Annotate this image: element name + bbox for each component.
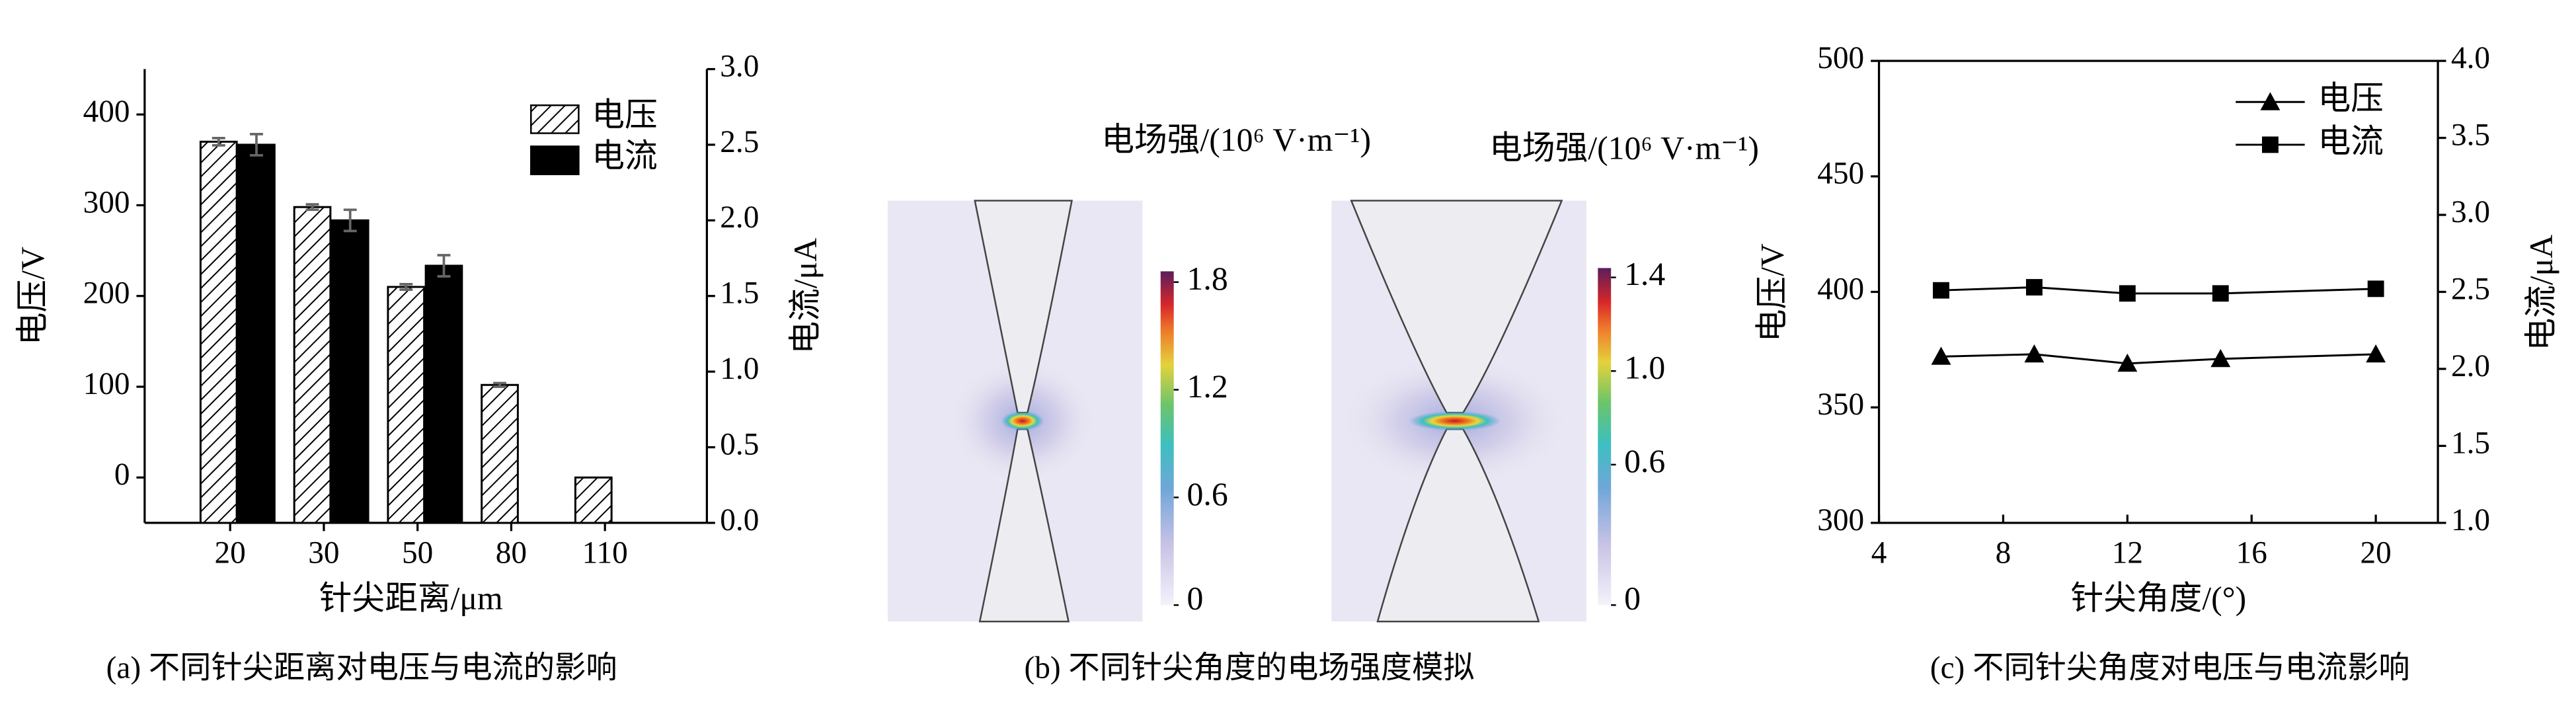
simulation-image	[887, 200, 1143, 623]
bar	[237, 143, 276, 524]
y2-tick-label: 2.0	[2451, 349, 2490, 383]
y-tick-label: 300	[1817, 503, 1864, 537]
marker	[2119, 285, 2136, 302]
y2-tick-label: 1.0	[720, 352, 759, 386]
colorbar-title: 电场强/(10⁶ V·m⁻¹)	[1101, 122, 1371, 158]
colorbar	[1598, 268, 1612, 606]
y-tick-label: 0	[114, 457, 130, 492]
x-tick-label: 12	[2112, 536, 2143, 571]
x-axis-label: 针尖角度/(°)	[2070, 580, 2246, 617]
caption: (b) 不同针尖角度的电场强度模拟	[1024, 651, 1474, 686]
y2-tick-label: 2.0	[720, 200, 759, 235]
colorbar-tick-label: 0.6	[1624, 443, 1665, 479]
y-tick-label: 400	[1817, 272, 1864, 306]
colorbar-tick-label: 1.0	[1624, 350, 1665, 386]
y-tick-label: 100	[83, 367, 130, 401]
x-axis-label: 针尖距离/μm	[319, 580, 503, 617]
y2-tick-label: 3.5	[2451, 118, 2490, 152]
marker	[2212, 285, 2229, 302]
colorbar-tick-label: 1.4	[1624, 256, 1665, 292]
colorbar-tick-label: 0.6	[1187, 476, 1228, 512]
y2-tick-label: 3.0	[720, 49, 759, 83]
bar	[574, 476, 613, 524]
line	[1941, 286, 2376, 295]
colorbar-tick-label: 1.8	[1187, 260, 1228, 297]
x-tick-label: 110	[582, 536, 628, 571]
y2-tick-label: 2.5	[2451, 272, 2490, 306]
marker	[2366, 344, 2386, 363]
x-tick-label: 16	[2236, 536, 2267, 571]
legend-swatch	[530, 104, 580, 134]
y2-tick-label: 4.0	[2451, 41, 2490, 75]
bar	[199, 140, 238, 524]
error-bar	[212, 136, 225, 147]
bar	[293, 206, 332, 524]
marker	[2024, 344, 2045, 363]
marker	[2367, 280, 2384, 297]
y2-axis-label: 电流/μA	[2523, 235, 2559, 351]
marker	[2210, 348, 2231, 368]
y2-tick-label: 1.0	[2451, 503, 2490, 537]
colorbar-tick-label: 0	[1624, 580, 1641, 617]
x-tick-label: 30	[308, 536, 339, 571]
x-tick-label: 50	[402, 536, 433, 571]
x-tick-label: 8	[1996, 536, 2011, 571]
error-bar	[250, 133, 263, 157]
error-bar	[343, 208, 357, 233]
x-tick-label: 20	[215, 536, 246, 571]
bar	[387, 286, 426, 524]
marker	[2025, 279, 2043, 296]
y2-tick-label: 2.5	[720, 125, 759, 159]
error-bar	[399, 283, 413, 291]
caption: (a) 不同针尖距离对电压与电流的影响	[106, 651, 617, 686]
error-bar	[305, 203, 319, 212]
y-tick-label: 350	[1817, 387, 1864, 422]
y-tick-label: 450	[1817, 157, 1864, 191]
error-bar	[437, 254, 451, 278]
legend-swatch	[530, 145, 580, 175]
legend-label: 电流	[2318, 123, 2384, 159]
x-tick-label: 20	[2361, 536, 2392, 571]
colorbar-tick-label: 0	[1187, 580, 1204, 617]
marker	[2260, 92, 2281, 110]
legend-label: 电压	[2318, 81, 2384, 117]
y-tick-label: 400	[83, 95, 130, 129]
marker	[1931, 346, 1951, 365]
colorbar	[1160, 271, 1174, 606]
y2-tick-label: 0.0	[720, 503, 759, 537]
simulation-image	[1331, 200, 1586, 623]
y-tick-label: 300	[83, 185, 130, 219]
colorbar-title: 电场强/(10⁶ V·m⁻¹)	[1489, 130, 1759, 166]
y-tick-label: 200	[83, 276, 130, 311]
colorbar-tick-label: 1.2	[1187, 368, 1228, 405]
y2-tick-label: 1.5	[2451, 426, 2490, 460]
bar	[424, 264, 463, 524]
bar	[481, 383, 519, 524]
error-bar	[493, 381, 506, 388]
line	[1941, 353, 2376, 365]
y2-tick-label: 1.5	[720, 276, 759, 311]
x-tick-label: 80	[496, 536, 527, 571]
legend-label: 电压	[592, 97, 657, 134]
y2-tick-label: 3.0	[2451, 195, 2490, 229]
x-tick-label: 4	[1871, 536, 1887, 571]
marker	[2117, 353, 2138, 372]
caption: (c) 不同针尖角度对电压与电流影响	[1930, 651, 2410, 686]
y2-axis-label: 电流/μA	[787, 238, 824, 354]
marker	[1933, 282, 1949, 299]
y-axis-label: 电压/V	[1754, 243, 1790, 342]
legend-label: 电流	[592, 138, 657, 175]
y-tick-label: 500	[1817, 41, 1864, 75]
y-axis-label: 电压/V	[15, 247, 51, 345]
marker	[2261, 136, 2279, 153]
y2-tick-label: 0.5	[720, 427, 759, 461]
bar	[331, 219, 370, 524]
